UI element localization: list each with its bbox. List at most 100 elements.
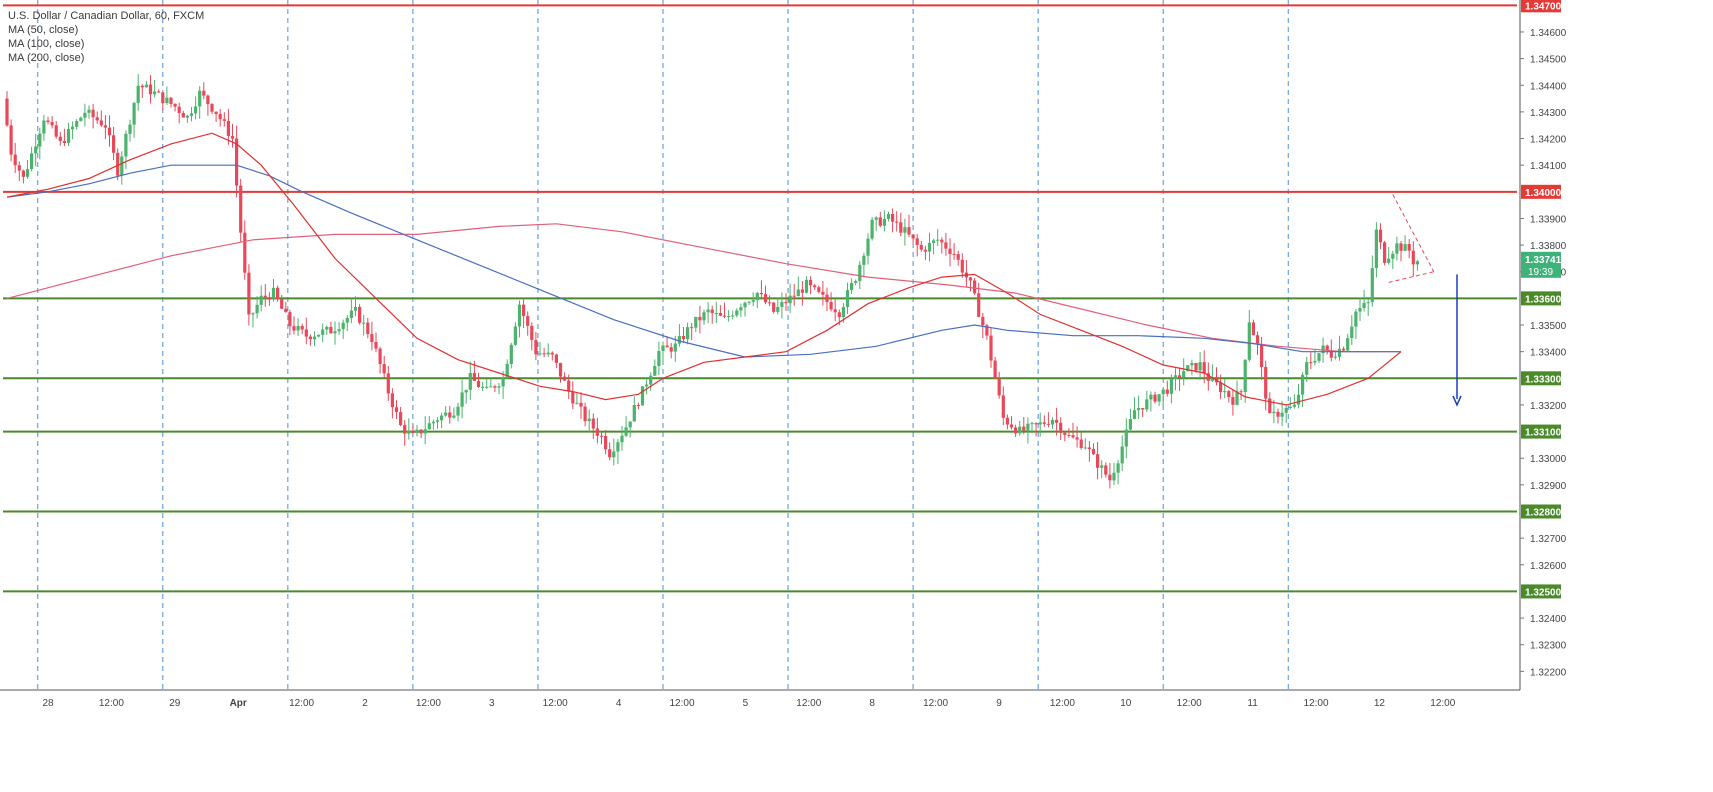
- candle-body: [169, 97, 173, 104]
- candle-body: [1206, 373, 1210, 381]
- candle-body: [235, 138, 239, 186]
- candle-body: [1153, 394, 1157, 402]
- candle-body: [1038, 422, 1042, 425]
- ma-200-line: [6, 223, 1401, 353]
- candle-body: [505, 364, 509, 378]
- candle-body: [312, 336, 317, 340]
- level-tag-label: 1.34700: [1525, 1, 1562, 12]
- candle-body: [140, 85, 144, 88]
- y-tick-label: 1.33000: [1530, 454, 1567, 465]
- candle-body: [247, 272, 251, 315]
- level-tag-label: 1.33600: [1525, 294, 1562, 305]
- candle-body: [144, 84, 148, 88]
- candle-body: [362, 322, 366, 324]
- candle-body: [136, 85, 140, 103]
- candle-body: [800, 289, 804, 293]
- candle-body: [103, 125, 107, 128]
- ma-50-line: [6, 132, 1402, 406]
- candle-body: [452, 415, 456, 418]
- candle-body: [456, 406, 460, 416]
- candle-body: [1296, 394, 1301, 405]
- candle-body: [423, 429, 427, 434]
- candle-body: [1137, 408, 1141, 411]
- candle-body: [58, 136, 62, 141]
- candle-body: [899, 222, 903, 233]
- candle-body: [1210, 377, 1214, 381]
- x-tick-label: 29: [169, 698, 181, 709]
- candle-body: [1329, 350, 1333, 358]
- candle-body: [476, 380, 481, 387]
- x-tick-label: 12:00: [1303, 698, 1328, 709]
- last-price-tag: [1521, 251, 1561, 278]
- candle-body: [1223, 391, 1227, 393]
- candle-body: [1268, 398, 1272, 414]
- candle-body: [825, 294, 829, 303]
- candle-body: [993, 360, 997, 379]
- candle-body: [1075, 437, 1079, 440]
- candle-body: [202, 90, 206, 96]
- candle-body: [493, 386, 497, 388]
- candle-body: [530, 325, 534, 341]
- candle-body: [296, 326, 300, 331]
- candle-body: [759, 292, 763, 295]
- candle-body: [148, 84, 153, 95]
- candle-body: [1120, 446, 1124, 464]
- candle-body: [698, 316, 702, 321]
- candle-body: [1132, 410, 1137, 419]
- candle-body: [304, 329, 308, 337]
- candle-body: [161, 92, 165, 104]
- candle-body: [1399, 243, 1403, 251]
- candle-body: [1309, 362, 1313, 364]
- candle-body: [481, 386, 485, 388]
- forecast-arrow-head: [1452, 395, 1462, 407]
- candle-body: [116, 152, 120, 176]
- candle-body: [1001, 395, 1005, 418]
- candle-body: [1063, 432, 1067, 435]
- candle-body: [107, 127, 112, 136]
- candle-body: [722, 315, 727, 317]
- candle-body: [1342, 348, 1346, 351]
- candle-body: [1301, 374, 1305, 395]
- candle-body: [337, 329, 341, 332]
- candle-body: [345, 317, 349, 323]
- candle-body: [173, 103, 177, 107]
- candle-body: [255, 304, 259, 314]
- candle-body: [1067, 434, 1071, 436]
- candle-body: [534, 340, 538, 355]
- level-tag: [1521, 291, 1561, 306]
- y-tick-label: 1.34100: [1530, 161, 1567, 172]
- candle-body: [608, 449, 612, 458]
- candle-body: [1276, 411, 1280, 417]
- candle-body: [1186, 365, 1190, 372]
- candle-body: [1317, 353, 1321, 361]
- candle-body: [681, 336, 686, 340]
- candle-body: [526, 316, 530, 326]
- x-tick-label: 3: [489, 698, 495, 709]
- candle-body: [38, 133, 42, 147]
- candle-body: [390, 393, 394, 408]
- x-tick-label: 4: [616, 698, 622, 709]
- candle-body: [1235, 391, 1239, 405]
- candle-body: [448, 412, 452, 418]
- candle-body: [25, 169, 30, 177]
- candle-body: [1014, 427, 1018, 434]
- candle-body: [1026, 423, 1030, 431]
- candle-body: [686, 327, 690, 340]
- candle-body: [702, 312, 706, 321]
- candle-body: [263, 295, 267, 298]
- candle-body: [444, 412, 448, 416]
- candle-body: [1374, 229, 1378, 269]
- candle-body: [932, 240, 936, 243]
- candle-body: [230, 135, 235, 139]
- x-tick-label: 12:00: [416, 698, 441, 709]
- candle-body: [788, 295, 792, 304]
- candle-body: [399, 412, 403, 426]
- candle-body: [386, 373, 390, 394]
- candle-body: [1239, 391, 1243, 393]
- candle-body: [612, 451, 616, 458]
- candle-body: [1292, 404, 1296, 407]
- x-tick-label: 10: [1120, 698, 1132, 709]
- candle-body: [1050, 419, 1055, 425]
- countdown-label: 19:39: [1528, 267, 1553, 278]
